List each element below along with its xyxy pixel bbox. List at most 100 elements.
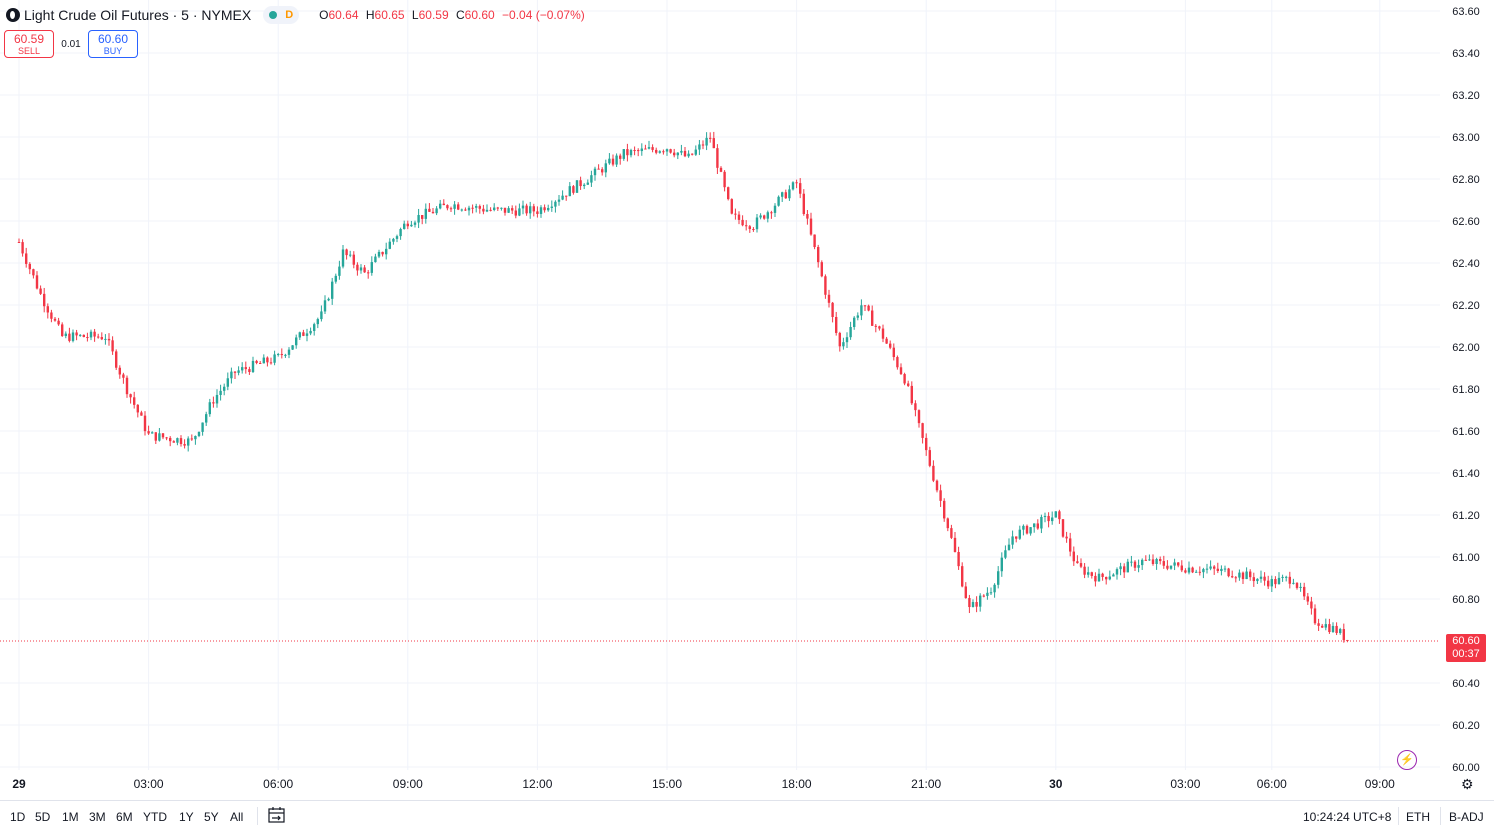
range-1d[interactable]: 1D <box>10 810 26 824</box>
symbol-title[interactable]: Light Crude Oil Futures · 5 · NYMEX <box>24 7 252 23</box>
go-to-date-icon[interactable] <box>268 807 286 823</box>
candle-body <box>727 187 730 200</box>
candle-body <box>1339 629 1342 634</box>
x-tick-label: 09:00 <box>393 777 423 791</box>
candle-body <box>1029 527 1032 534</box>
spread-value: 0.01 <box>61 38 81 50</box>
range-6m[interactable]: 6M <box>116 810 133 824</box>
candle-body <box>46 306 49 313</box>
session-toggle[interactable]: ETH <box>1406 810 1430 824</box>
candle-body <box>453 204 456 209</box>
candle-body <box>957 551 960 567</box>
candle-body <box>133 397 136 405</box>
candle-body <box>575 180 579 193</box>
x-tick-label: 06:00 <box>263 777 293 791</box>
candle-body <box>349 254 352 256</box>
symbol-logo-icon <box>6 8 20 22</box>
candle-body <box>111 340 114 352</box>
range-ytd[interactable]: YTD <box>143 810 167 824</box>
range-5d[interactable]: 5D <box>35 810 51 824</box>
lightning-icon[interactable]: ⚡ <box>1397 750 1417 770</box>
candle-body <box>125 377 129 395</box>
candle-body <box>442 203 445 206</box>
buy-button[interactable]: 60.60 BUY <box>88 30 138 58</box>
candle-body <box>248 369 251 373</box>
candle-body <box>867 305 870 311</box>
candle-body <box>860 305 863 316</box>
candle-body <box>1220 568 1223 571</box>
settings-gear-icon[interactable]: ⚙ <box>1461 776 1474 792</box>
adjustment-toggle[interactable]: B-ADJ <box>1449 810 1484 824</box>
candle-body <box>590 175 593 183</box>
candle-body <box>1173 562 1176 566</box>
candle-body <box>500 207 503 209</box>
candle-body <box>1141 559 1144 566</box>
candle-body <box>1195 571 1198 573</box>
range-3m[interactable]: 3M <box>89 810 106 824</box>
candle-body <box>1227 568 1230 577</box>
y-tick-label: 62.60 <box>1452 216 1480 228</box>
candle-body <box>71 332 75 341</box>
price-axis: 63.60 63.40 63.20 63.00 62.80 62.60 62.40 62.20… <box>1452 6 1480 774</box>
candle-body <box>338 266 341 276</box>
candle-body <box>244 367 247 370</box>
candle-body <box>997 571 1000 585</box>
candle-body <box>543 207 546 211</box>
candle-body <box>493 207 496 211</box>
candle-body <box>478 206 481 209</box>
candle-body <box>1033 523 1036 528</box>
candle-body <box>187 438 190 446</box>
x-tick-label: 09:00 <box>1365 777 1395 791</box>
sell-button[interactable]: 60.59 SELL <box>4 30 54 58</box>
candle-body <box>39 288 42 294</box>
candle-body <box>269 362 273 364</box>
candle-body <box>619 155 622 159</box>
candle-body <box>601 169 604 173</box>
candle-body <box>975 602 978 607</box>
y-tick-label: 62.20 <box>1452 300 1480 312</box>
candle-body <box>1115 569 1119 575</box>
status-badge: D <box>285 9 294 21</box>
clock-timezone[interactable]: 10:24:24 UTC+8 <box>1303 810 1392 824</box>
candle-body <box>989 592 993 594</box>
candle-body <box>705 137 708 146</box>
price-chart[interactable]: 63.60 63.40 63.20 63.00 62.80 62.60 62.40 62.20… <box>0 0 1494 800</box>
candle-body <box>403 223 406 230</box>
candle-body <box>1000 557 1003 572</box>
candle-body <box>370 262 373 273</box>
candle-body <box>305 333 309 336</box>
candle-body <box>777 196 780 206</box>
candle-body <box>435 208 438 214</box>
y-tick-label: 60.40 <box>1452 678 1480 690</box>
candle-body <box>547 207 550 211</box>
candle-body <box>1040 516 1043 529</box>
range-1m[interactable]: 1M <box>62 810 79 824</box>
candle-body <box>197 431 201 436</box>
range-5y[interactable]: 5Y <box>204 810 219 824</box>
candle-body <box>910 385 913 404</box>
candle-body <box>611 158 615 165</box>
candle-body <box>115 351 118 368</box>
candle-body <box>1155 559 1158 564</box>
candle-body <box>154 432 157 441</box>
candle-body <box>1148 559 1151 561</box>
candle-body <box>1119 566 1122 570</box>
range-1y[interactable]: 1Y <box>179 810 194 824</box>
candle-body <box>374 256 377 263</box>
candle-body <box>482 208 485 212</box>
candle-body <box>183 444 186 446</box>
candle-body <box>93 331 96 337</box>
candle-body <box>1162 561 1165 566</box>
candle-body <box>554 201 557 207</box>
candle-body <box>626 149 629 156</box>
candle-body <box>284 354 287 356</box>
market-status-pill[interactable]: D <box>263 6 300 24</box>
candle-body <box>334 275 337 282</box>
candle-body <box>97 336 100 338</box>
candle-body <box>896 357 899 368</box>
candle-body <box>907 383 910 386</box>
range-all[interactable]: All <box>230 810 244 824</box>
candle-body <box>1263 576 1266 581</box>
candle-body <box>899 367 903 375</box>
y-tick-label: 60.20 <box>1452 720 1480 732</box>
